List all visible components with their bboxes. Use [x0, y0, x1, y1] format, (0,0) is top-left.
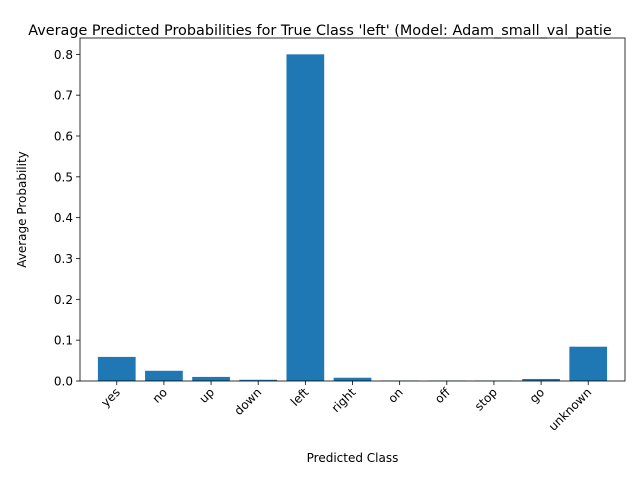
y-axis-label: Average Probability — [15, 151, 29, 268]
y-tick-label: 0.8 — [54, 48, 73, 62]
bar-no — [145, 370, 183, 381]
x-axis-label: Predicted Class — [307, 451, 399, 465]
bar-right — [333, 377, 372, 381]
y-tick-label: 0.3 — [54, 252, 73, 266]
y-tick-label: 0.0 — [54, 375, 73, 389]
axes-frame — [79, 37, 626, 382]
y-tick-label: 0.5 — [54, 170, 73, 184]
x-tick-label: no — [150, 385, 170, 405]
plot-area: 0.0 0.1 0.2 0.3 0.4 0.5 0.6 0.7 0.8 yes no up down l… — [54, 37, 626, 434]
y-tick-label: 0.6 — [54, 130, 73, 144]
x-tick-label: right — [329, 385, 359, 415]
y-axis-ticks: 0.0 0.1 0.2 0.3 0.4 0.5 0.6 0.7 0.8 — [54, 48, 80, 389]
x-tick-label: stop — [472, 385, 500, 413]
y-tick-label: 0.4 — [54, 211, 73, 225]
y-tick-label: 0.2 — [54, 293, 73, 307]
y-tick-label: 0.1 — [54, 334, 73, 348]
bar-down — [239, 379, 278, 381]
bar-go — [522, 378, 560, 381]
y-tick-label: 0.7 — [54, 89, 73, 103]
chart-title: Average Predicted Probabilities for True… — [28, 23, 612, 39]
bar-yes — [97, 356, 136, 381]
x-tick-label: go — [527, 385, 547, 405]
bar-left — [286, 54, 325, 381]
x-tick-label: off — [432, 385, 453, 406]
x-tick-label: down — [232, 385, 265, 418]
x-tick-label: unknown — [546, 385, 594, 433]
x-tick-label: yes — [98, 385, 123, 410]
x-tick-label: on — [385, 385, 405, 405]
bar-unknown — [569, 346, 608, 381]
bar-up — [192, 376, 230, 381]
bars-group — [97, 54, 608, 381]
x-tick-label: up — [197, 385, 218, 406]
x-tick-label: left — [288, 385, 312, 409]
